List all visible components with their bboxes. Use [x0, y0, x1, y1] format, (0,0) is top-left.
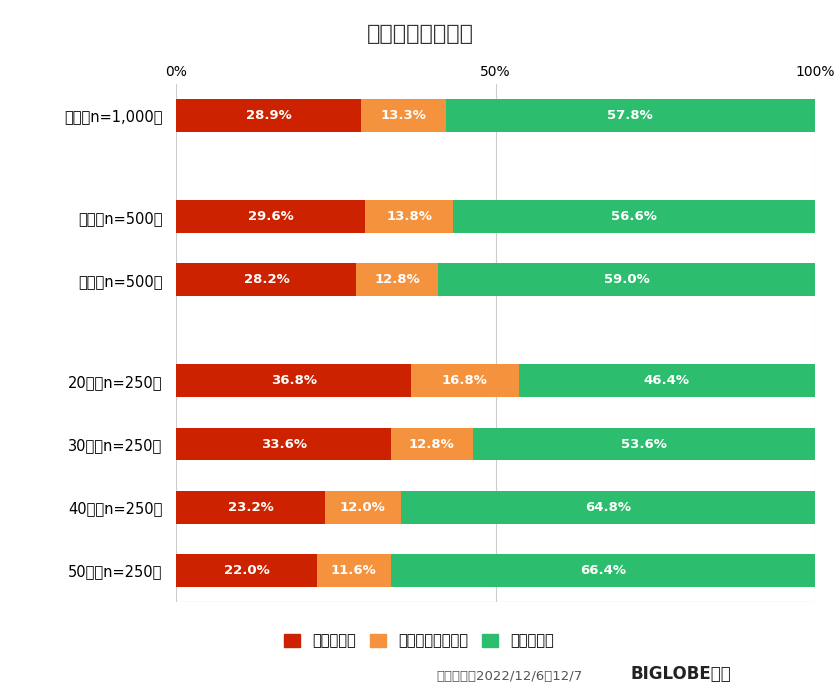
Text: 46.4%: 46.4%	[643, 374, 690, 387]
Bar	[518, 365, 815, 398]
Text: 56.6%: 56.6%	[612, 210, 657, 223]
Text: 12.8%: 12.8%	[409, 438, 454, 451]
Text: 64.8%: 64.8%	[585, 500, 631, 514]
Text: クリスマスの予定: クリスマスの予定	[366, 25, 474, 45]
Text: BIGLOBE調べ: BIGLOBE調べ	[630, 664, 731, 682]
Bar	[391, 554, 815, 587]
Bar	[176, 99, 361, 132]
Bar	[402, 491, 815, 524]
Text: 22.0%: 22.0%	[223, 564, 270, 577]
Text: 53.6%: 53.6%	[621, 438, 667, 451]
Bar	[454, 200, 815, 233]
Bar	[446, 99, 815, 132]
Bar	[176, 263, 356, 296]
Text: 36.8%: 36.8%	[270, 374, 317, 387]
Text: 23.2%: 23.2%	[228, 500, 273, 514]
Text: 28.9%: 28.9%	[246, 109, 291, 122]
Bar	[176, 554, 317, 587]
Text: 29.6%: 29.6%	[248, 210, 294, 223]
Text: 調査期間：2022/12/6～12/7: 調査期間：2022/12/6～12/7	[437, 669, 583, 682]
Text: 13.3%: 13.3%	[381, 109, 426, 122]
Bar	[176, 365, 412, 398]
Bar	[438, 263, 815, 296]
Text: 11.6%: 11.6%	[331, 564, 377, 577]
Bar	[317, 554, 391, 587]
Text: 12.8%: 12.8%	[375, 273, 420, 286]
Bar	[324, 491, 402, 524]
Text: 33.6%: 33.6%	[260, 438, 307, 451]
Bar	[391, 428, 473, 461]
Text: 13.8%: 13.8%	[386, 210, 433, 223]
Text: 59.0%: 59.0%	[604, 273, 649, 286]
Text: 28.2%: 28.2%	[244, 273, 289, 286]
Legend: 予定がある, 予定が入ると思う, 予定はない: 予定がある, 予定が入ると思う, 予定はない	[278, 628, 559, 654]
Bar	[473, 428, 815, 461]
Bar	[356, 263, 438, 296]
Bar	[412, 365, 518, 398]
Bar	[176, 428, 391, 461]
Bar	[361, 99, 446, 132]
Bar	[365, 200, 454, 233]
Text: 66.4%: 66.4%	[580, 564, 626, 577]
Text: 57.8%: 57.8%	[607, 109, 654, 122]
Text: 12.0%: 12.0%	[340, 500, 386, 514]
Bar	[176, 491, 324, 524]
Bar	[176, 200, 365, 233]
Text: 16.8%: 16.8%	[442, 374, 488, 387]
